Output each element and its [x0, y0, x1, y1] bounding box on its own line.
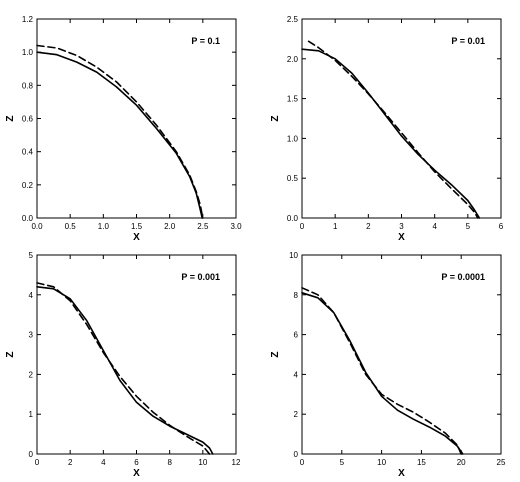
x-axis-label: X — [398, 468, 405, 479]
y-tick-label: 2 — [29, 370, 34, 379]
y-tick-label: 5 — [29, 251, 34, 260]
y-tick-label: 4 — [29, 291, 34, 300]
x-tick-label: 4 — [432, 222, 437, 231]
panel-annotation: P = 0.001 — [181, 272, 220, 282]
x-tick-label: 12 — [232, 458, 241, 467]
y-tick-label: 6 — [294, 331, 299, 340]
x-axis-label: X — [133, 468, 140, 479]
x-tick-label: 3.0 — [230, 222, 242, 231]
y-tick-label: 1.5 — [287, 95, 299, 104]
series-dashed-line — [307, 40, 479, 219]
y-tick-label: 0.2 — [22, 181, 34, 190]
x-tick-label: 2 — [68, 458, 73, 467]
x-tick-label: 20 — [457, 458, 466, 467]
x-tick-label: 1.0 — [98, 222, 110, 231]
panel-2: 0 1 2 3 4 5 6 0.0 0.5 1.0 1.5 2.0 2.5 X Z P = 0.01 — [270, 15, 504, 243]
y-tick-label: 0.6 — [22, 115, 34, 124]
y-tick-label: 10 — [289, 251, 298, 260]
x-tick-label: 10 — [198, 458, 207, 467]
x-tick-label: 2.0 — [164, 222, 176, 231]
plot-frame — [36, 18, 237, 219]
y-axis-label: Z — [5, 351, 16, 357]
y-tick-label: 2.5 — [287, 15, 299, 24]
x-tick-label: 0 — [300, 222, 305, 231]
plot-frame — [301, 18, 502, 219]
panel-1: 0.0 0.5 1.0 1.5 2.0 2.5 3.0 0.0 0.2 0.4 0.6 0.8 1.0 1… — [5, 15, 242, 243]
x-tick-label: 2.5 — [197, 222, 209, 231]
series-solid-line — [36, 51, 203, 219]
x-tick-label: 0 — [300, 458, 305, 467]
x-axis-label: X — [133, 232, 140, 243]
panel-annotation: P = 0.0001 — [441, 272, 485, 282]
series-dashed-line — [36, 282, 211, 455]
x-tick-label: 15 — [417, 458, 426, 467]
y-tick-label: 0.4 — [22, 148, 34, 157]
series-dashed-line — [301, 286, 463, 455]
x-tick-label: 10 — [377, 458, 386, 467]
series-dashed-line — [36, 44, 204, 219]
y-tick-label: 1.0 — [287, 134, 299, 143]
x-tick-label: 8 — [167, 458, 172, 467]
x-axis-label: X — [398, 232, 405, 243]
x-tick-label: 25 — [497, 458, 506, 467]
y-tick-label: 0.5 — [287, 174, 299, 183]
panel-annotation: P = 0.1 — [191, 36, 220, 46]
y-tick-label: 0.0 — [287, 214, 299, 223]
y-tick-label: 1 — [29, 410, 34, 419]
panel-4: 0 5 10 15 20 25 0 2 4 6 8 10 X Z P = 0.0001 — [270, 251, 506, 479]
x-tick-label: 6 — [134, 458, 139, 467]
y-tick-label: 8 — [294, 291, 299, 300]
x-tick-label: 0 — [35, 458, 40, 467]
x-tick-label: 4 — [101, 458, 106, 467]
x-tick-label: 2 — [366, 222, 371, 231]
y-axis-label: Z — [270, 115, 281, 121]
y-tick-label: 2 — [294, 410, 299, 419]
x-tick-label: 6 — [499, 222, 504, 231]
x-tick-label: 3 — [399, 222, 404, 231]
y-tick-label: 2.0 — [287, 55, 299, 64]
y-tick-label: 0.8 — [22, 81, 34, 90]
plot-frame — [301, 254, 502, 455]
y-tick-label: 3 — [29, 331, 34, 340]
panel-annotation: P = 0.01 — [451, 36, 485, 46]
x-tick-label: 1.5 — [131, 222, 143, 231]
x-tick-label: 5 — [340, 458, 345, 467]
y-axis-label: Z — [270, 351, 281, 357]
series-solid-line — [301, 48, 481, 219]
x-tick-label: 1 — [333, 222, 338, 231]
x-tick-label: 5 — [466, 222, 471, 231]
y-axis-label: Z — [5, 115, 16, 121]
y-tick-label: 1.0 — [22, 48, 34, 57]
series-solid-line — [301, 291, 464, 455]
x-tick-label: 0.5 — [65, 222, 77, 231]
x-tick-label: 0.0 — [31, 222, 43, 231]
y-tick-label: 0 — [29, 450, 34, 459]
plot-frame — [36, 254, 237, 455]
y-tick-label: 0.0 — [22, 214, 34, 223]
y-tick-label: 1.2 — [22, 15, 34, 24]
series-solid-line — [36, 285, 214, 455]
y-tick-label: 0 — [294, 450, 299, 459]
y-tick-label: 4 — [294, 370, 299, 379]
